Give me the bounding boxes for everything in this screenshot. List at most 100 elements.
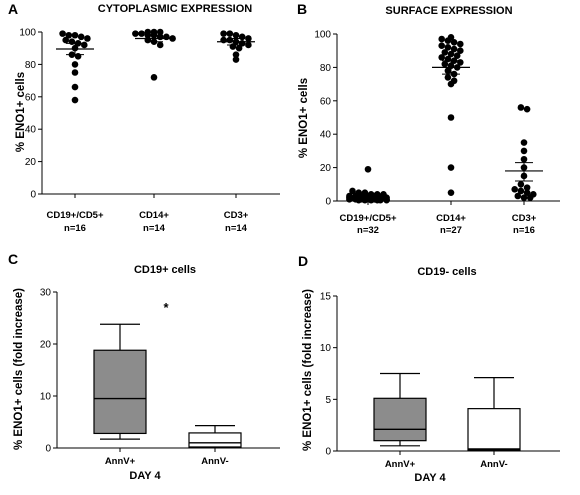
panel-b-data-point [511, 186, 518, 193]
panel-d-box [373, 397, 427, 442]
panel-c-ytick-label: 10 [40, 392, 52, 403]
panel-a-data-point [84, 35, 91, 42]
panel-c-plot: 0 10 20 30 AnnV+ AnnV- [40, 288, 280, 467]
panel-b-data-point [444, 74, 452, 81]
panel-a-data-point [74, 53, 82, 60]
panel-a-data-point [235, 44, 243, 52]
panel-a-category-label: CD3+ [224, 210, 249, 221]
panel-a-ytick-label: 80 [25, 60, 37, 71]
panel-b-data-point [355, 196, 363, 204]
panel-b-data-point [457, 47, 464, 54]
panel-b-data-point [367, 196, 375, 204]
panel-b-data-point [444, 44, 452, 51]
panel-a-data-point [226, 30, 234, 37]
panel-a-data-point [132, 30, 139, 37]
panel-b-ytick-label: 80 [320, 63, 332, 74]
panel-b-plot: 0 20 40 60 80 100 CD19+/CD5+ CD14+ CD3+ [314, 30, 560, 224]
panel-a-data-point [71, 61, 79, 68]
panel-d-box [467, 408, 521, 451]
panel-b-data-point [447, 189, 455, 196]
panel-a-data-point [81, 41, 88, 49]
panel-d-category-label: AnnV- [480, 459, 507, 470]
panel-b-category-label: CD14+ [436, 213, 466, 224]
panel-b-data-point [346, 196, 353, 203]
panel-b-data-point [526, 194, 534, 201]
panel-b-data-point [349, 187, 356, 195]
panel-a-data-point [68, 38, 76, 46]
panel-a-data-point [245, 41, 252, 49]
panel-c-category-label: AnnV+ [105, 456, 136, 467]
panel-b-data-point [447, 164, 455, 171]
panel-b-data-point [450, 45, 458, 53]
panel-d-ytick-label: 15 [320, 292, 332, 303]
panel-b-ylabel: % ENO1+ cells [298, 78, 310, 158]
panel-a-data-point [77, 33, 85, 41]
panel-b-data-point [441, 60, 449, 68]
panel-b-ytick-label: 100 [314, 30, 331, 41]
panel-b-category-label: CD19+/CD5+ [339, 213, 396, 224]
panel-a-data-point [138, 30, 145, 37]
panel-a-data-point [238, 33, 246, 41]
panel-b-title: SURFACE EXPRESSION [385, 5, 512, 17]
panel-b-data-point [364, 165, 372, 173]
panel-d-ytick-label: 0 [325, 447, 331, 458]
panel-b-data-point [520, 194, 528, 201]
panel-a-count-2: n=14 [225, 223, 248, 234]
panel-a-plot: 0 20 40 60 80 100 CD19+/CD5+ CD14+ CD3+ [19, 28, 280, 221]
panel-b-data-point [450, 39, 458, 46]
panel-a-title: CYTOPLASMIC EXPRESSION [98, 3, 252, 15]
panel-a: A CYTOPLASMIC EXPRESSION % ENO1+ cells 0… [8, 1, 280, 234]
panel-a-data-point [163, 33, 170, 41]
panel-b-letter: B [297, 1, 307, 17]
panel-b-data-point [523, 105, 531, 113]
panel-d-ytick-label: 10 [320, 343, 332, 354]
panel-a-ylabel: % ENO1+ cells [15, 72, 27, 152]
panel-b-data-point [520, 155, 528, 163]
panel-b-data-point [374, 196, 381, 204]
panel-b-data-point [447, 50, 455, 58]
panel-a-data-point [71, 69, 79, 76]
panel-b-data-point [444, 37, 452, 44]
panel-b-data-point [520, 147, 528, 155]
panel-b-data-point [444, 67, 452, 75]
panel-a-ytick-label: 40 [25, 125, 37, 136]
panel-b-data-point [453, 52, 461, 60]
panel-a-data-point [71, 83, 79, 91]
panel-a-category-label: CD19+/CD5+ [46, 210, 103, 221]
panel-b-count-0: n=32 [357, 225, 379, 236]
panel-b-data-point [523, 189, 531, 196]
panel-a-data-point [144, 36, 152, 44]
panel-a-data-point [245, 35, 252, 42]
panel-c-category-label: AnnV- [201, 456, 228, 467]
panel-d-xlabel: DAY 4 [414, 472, 446, 484]
panel-a-data-point [232, 51, 240, 58]
panel-b-data-point [517, 181, 525, 188]
panel-a-data-point [226, 36, 234, 44]
panel-b-data-point [361, 196, 369, 204]
panel-a-data-point [229, 43, 237, 50]
panel-b-ytick-label: 40 [320, 130, 332, 141]
panel-c-significance: * [163, 300, 169, 315]
panel-a-data-point [156, 33, 164, 41]
panel-c: C CD19+ cells % ENO1+ cells (fold increa… [8, 251, 280, 482]
panel-b-ytick-label: 60 [320, 96, 332, 107]
panel-d-letter: D [298, 253, 308, 269]
panel-a-data-point [156, 41, 164, 49]
panel-a-category-label: CD14+ [139, 210, 169, 221]
panel-b-data-point [447, 114, 455, 121]
panel-b: B SURFACE EXPRESSION % ENO1+ cells 0 20 40… [297, 1, 560, 236]
panel-a-data-point [150, 74, 158, 81]
panel-a-data-point [232, 31, 240, 39]
panel-c-ytick-label: 20 [40, 340, 52, 351]
panel-d: D CD19- cells % ENO1+ cells (fold increa… [298, 253, 560, 484]
panel-a-ytick-label: 0 [30, 190, 36, 201]
panel-b-data-point [514, 192, 522, 200]
panel-b-category-label: CD3+ [512, 213, 537, 224]
panel-d-plot: 0 5 10 15 AnnV+ AnnV- [320, 292, 560, 470]
panel-b-data-point [457, 40, 464, 48]
panel-c-ytick-label: 30 [40, 288, 52, 299]
panel-b-ytick-label: 20 [320, 163, 332, 174]
panel-a-ytick-label: 20 [25, 157, 37, 168]
panel-a-data-point [59, 30, 66, 37]
